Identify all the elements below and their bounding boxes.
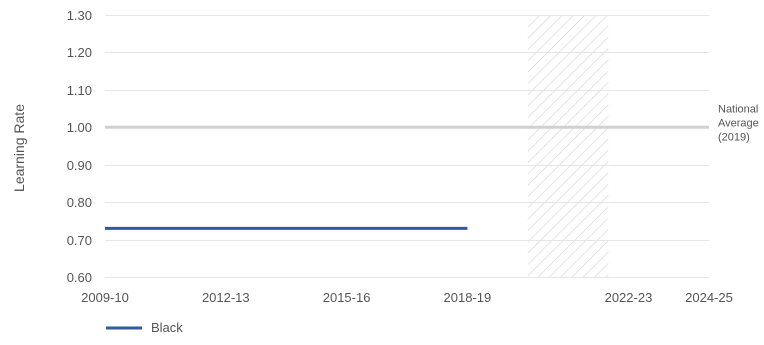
hatched-region-layer bbox=[527, 15, 609, 277]
y-tick-label: 0.80 bbox=[67, 195, 92, 210]
reference-line-label: National Average (2019) bbox=[718, 103, 759, 143]
x-tick-label: 2018-19 bbox=[444, 290, 492, 305]
x-tick-label: 2009-10 bbox=[81, 290, 129, 305]
reference-label-line: Average bbox=[718, 117, 759, 129]
reference-label-line: (2019) bbox=[718, 131, 750, 143]
y-tick-label: 1.10 bbox=[67, 83, 92, 98]
y-tick-label: 1.20 bbox=[67, 45, 92, 60]
x-tick-label: 2024-25 bbox=[685, 290, 733, 305]
gridlines-layer bbox=[105, 15, 709, 278]
y-tick-label: 0.70 bbox=[67, 233, 92, 248]
y-tick-label: 1.00 bbox=[67, 120, 92, 135]
x-tick-label: 2012-13 bbox=[202, 290, 250, 305]
x-tick-label: 2022-23 bbox=[605, 290, 653, 305]
x-tick-labels: 2009-10 2012-13 2015-16 2018-19 2022-23 2024-… bbox=[81, 290, 733, 305]
hatched-region bbox=[527, 15, 609, 277]
y-tick-label: 1.30 bbox=[67, 8, 92, 23]
legend-label-black: Black bbox=[151, 320, 183, 335]
y-tick-label: 0.90 bbox=[67, 158, 92, 173]
x-tick-label: 2015-16 bbox=[323, 290, 371, 305]
legend: Black bbox=[106, 320, 183, 335]
y-axis-title: Learning Rate bbox=[11, 104, 27, 192]
reference-label-line: National bbox=[718, 103, 758, 115]
y-tick-labels: 0.60 0.70 0.80 0.90 1.00 1.10 1.20 1.30 bbox=[67, 8, 92, 285]
y-tick-label: 0.60 bbox=[67, 270, 92, 285]
